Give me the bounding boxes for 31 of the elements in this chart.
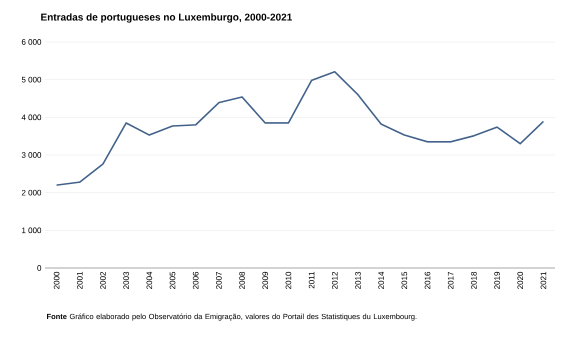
y-tick-label: 4 000 [22,114,42,120]
x-tick-label: 2012 [332,272,338,289]
x-tick-label: 2010 [286,272,292,289]
x-tick-label: 2020 [517,272,524,289]
x-tick-label: 2006 [192,272,199,289]
x-tick-label: 2007 [216,272,222,289]
x-tick-label: 2004 [146,272,152,289]
x-tick-label: 2003 [123,272,129,289]
x-tick-label: 2018 [471,272,477,289]
line-series [56,70,544,186]
x-tick-label: 2013 [355,272,361,289]
x-tick-label: 2015 [401,272,408,289]
x-tick-label: 2017 [448,272,454,289]
x-tick-label: 2011 [308,272,314,288]
y-tick-label: 1 000 [22,228,42,234]
x-tick-label: 2001 [76,272,83,289]
y-tick-label: 6 000 [22,39,42,45]
x-tick-label: 2005 [170,272,176,289]
x-tick-label: 2021 [540,272,546,289]
x-tick-label: 2000 [54,272,60,289]
x-tick-label: 2014 [378,272,384,289]
y-tick-label: 0 [37,265,42,271]
x-tick-label: 2009 [262,272,268,289]
chart-title: Entradas de portugueses no Luxemburgo, 2000-2021 [41,13,292,23]
x-tick-label: 2016 [424,272,430,289]
y-tick-label: 5 000 [22,76,42,82]
y-tick-label: 2 000 [22,190,42,196]
x-tick-label: 2008 [239,272,245,289]
x-tick-label: 2002 [100,272,106,289]
y-tick-label: 3 000 [22,152,42,158]
x-tick-label: 2019 [494,272,500,289]
